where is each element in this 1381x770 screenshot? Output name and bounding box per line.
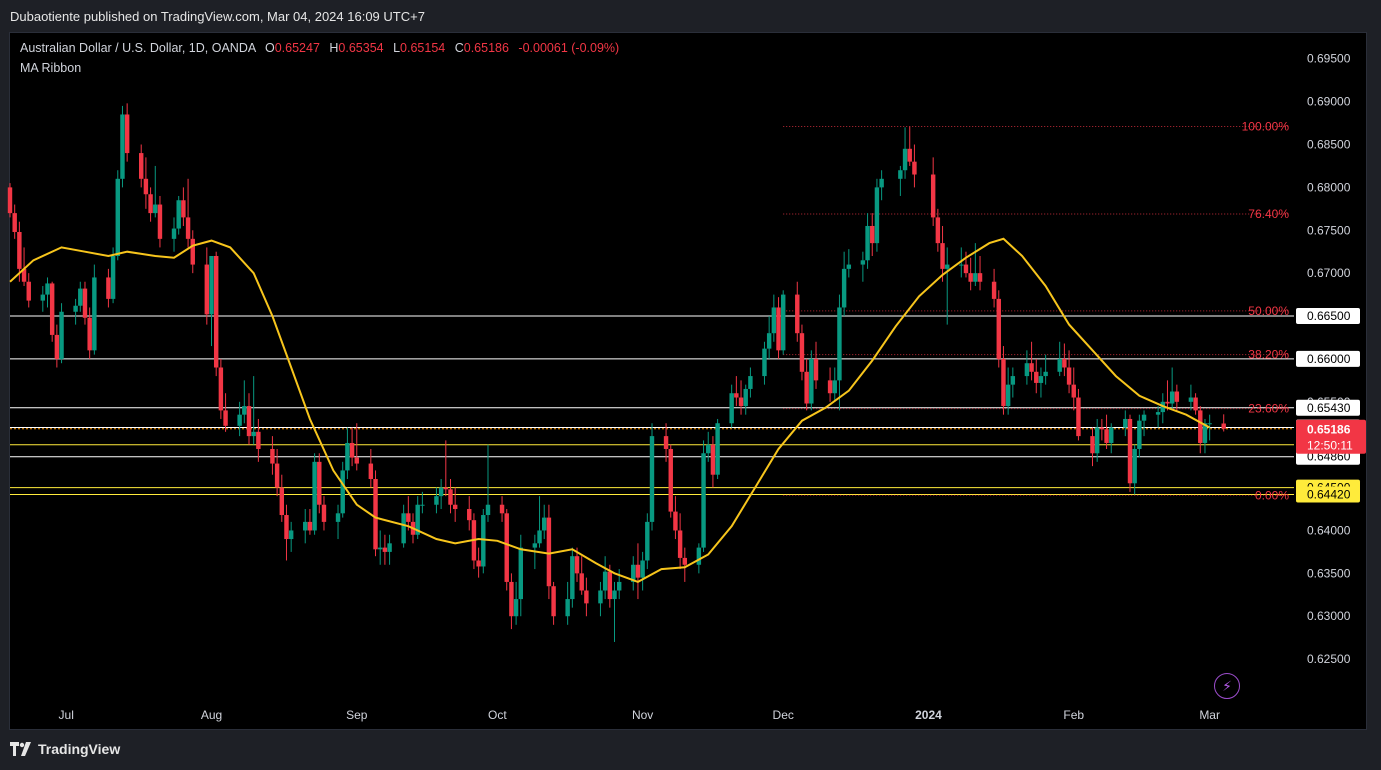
tradingview-brand[interactable]: TradingView — [10, 741, 120, 757]
low-value: 0.65154 — [400, 41, 445, 55]
open-value: 0.65247 — [275, 41, 320, 55]
close-key: C — [455, 41, 464, 55]
chart-legend: Australian Dollar / U.S. Dollar, 1D, OAN… — [20, 38, 619, 78]
open-key: O — [265, 41, 275, 55]
footer-bar: TradingView — [0, 730, 1381, 770]
publisher-bar: Dubaotiente published on TradingView.com… — [0, 0, 1381, 32]
close-value: 0.65186 — [464, 41, 509, 55]
publisher-line: Dubaotiente published on TradingView.com… — [10, 9, 425, 24]
lightning-icon[interactable]: ⚡ — [1214, 673, 1240, 699]
brand-name: TradingView — [38, 741, 120, 757]
high-value: 0.65354 — [338, 41, 383, 55]
indicator-label[interactable]: MA Ribbon — [20, 61, 81, 75]
chart-frame[interactable] — [9, 32, 1367, 730]
change-value: -0.00061 (-0.09%) — [518, 41, 619, 55]
low-key: L — [393, 41, 400, 55]
tradingview-logo-icon — [10, 742, 32, 756]
symbol-title: Australian Dollar / U.S. Dollar, 1D, OAN… — [20, 41, 256, 55]
